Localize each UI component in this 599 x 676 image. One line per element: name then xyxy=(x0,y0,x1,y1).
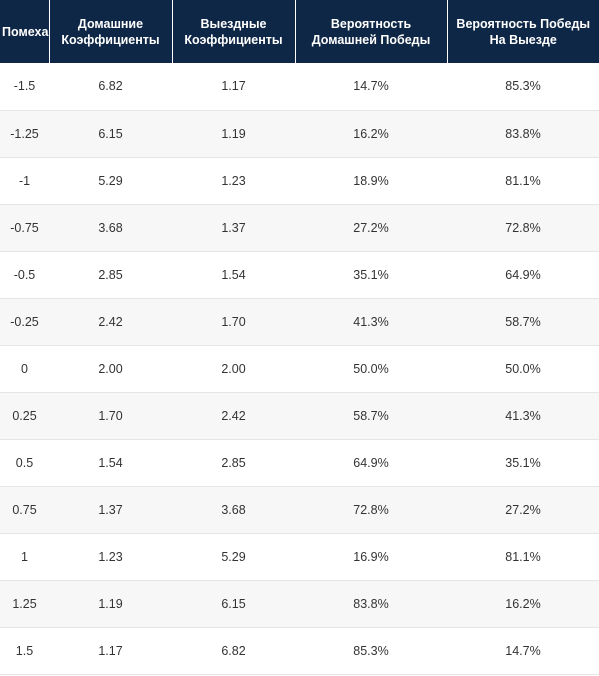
home-odds-cell: 5.29 xyxy=(49,157,172,205)
handicap-cell: 0.25 xyxy=(0,392,49,440)
home-odds-cell: 2.00 xyxy=(49,345,172,393)
away-win-probability-cell: 50.0% xyxy=(447,345,599,393)
table-row: 0.5 1.54 2.85 64.9% 35.1% xyxy=(0,439,599,487)
home-odds-cell: 2.42 xyxy=(49,298,172,346)
away-odds-cell: 1.17 xyxy=(172,63,295,111)
home-win-probability-cell: 18.9% xyxy=(295,157,447,205)
away-odds-cell: 3.68 xyxy=(172,486,295,534)
home-win-probability-cell: 16.2% xyxy=(295,110,447,158)
table-row: -0.25 2.42 1.70 41.3% 58.7% xyxy=(0,298,599,346)
away-win-probability-cell: 81.1% xyxy=(447,533,599,581)
table-row: -1.5 6.82 1.17 14.7% 85.3% xyxy=(0,63,599,111)
header-away-odds-label: Выездные Коэффициенты xyxy=(184,16,283,47)
away-odds-cell: 5.29 xyxy=(172,533,295,581)
table-row: -0.75 3.68 1.37 27.2% 72.8% xyxy=(0,204,599,252)
home-odds-cell: 1.19 xyxy=(49,580,172,628)
handicap-cell: 0.75 xyxy=(0,486,49,534)
home-win-probability-cell: 72.8% xyxy=(295,486,447,534)
table-row: 1.5 1.17 6.82 85.3% 14.7% xyxy=(0,627,599,675)
away-odds-cell: 1.37 xyxy=(172,204,295,252)
away-odds-cell: 2.85 xyxy=(172,439,295,487)
header-handicap-label: Помеха xyxy=(2,24,49,39)
table-row: -0.5 2.85 1.54 35.1% 64.9% xyxy=(0,251,599,299)
home-odds-cell: 6.82 xyxy=(49,63,172,111)
table-row: 1 1.23 5.29 16.9% 81.1% xyxy=(0,533,599,581)
handicap-cell: -0.25 xyxy=(0,298,49,346)
home-odds-cell: 3.68 xyxy=(49,204,172,252)
home-win-probability-cell: 27.2% xyxy=(295,204,447,252)
away-win-probability-cell: 27.2% xyxy=(447,486,599,534)
away-win-probability-cell: 14.7% xyxy=(447,627,599,675)
table-row: -1.25 6.15 1.19 16.2% 83.8% xyxy=(0,110,599,158)
away-win-probability-cell: 35.1% xyxy=(447,439,599,487)
home-odds-cell: 2.85 xyxy=(49,251,172,299)
home-win-probability-cell: 35.1% xyxy=(295,251,447,299)
away-win-probability-cell: 85.3% xyxy=(447,63,599,111)
table-row: 1.25 1.19 6.15 83.8% 16.2% xyxy=(0,580,599,628)
away-win-probability-cell: 16.2% xyxy=(447,580,599,628)
away-win-probability-cell: 83.8% xyxy=(447,110,599,158)
header-home-win-probability-label: Вероятность Домашней Победы xyxy=(311,16,431,47)
handicap-cell: 1.25 xyxy=(0,580,49,628)
table-row: 0 2.00 2.00 50.0% 50.0% xyxy=(0,345,599,393)
handicap-cell: 1.5 xyxy=(0,627,49,675)
home-odds-cell: 1.23 xyxy=(49,533,172,581)
home-odds-cell: 1.54 xyxy=(49,439,172,487)
handicap-cell: -0.5 xyxy=(0,251,49,299)
table-header: Помеха Домашние Коэффициенты Выездные Ко… xyxy=(0,0,599,63)
handicap-cell: -1.25 xyxy=(0,110,49,158)
away-odds-cell: 6.15 xyxy=(172,580,295,628)
home-odds-cell: 6.15 xyxy=(49,110,172,158)
away-odds-cell: 1.70 xyxy=(172,298,295,346)
away-win-probability-cell: 41.3% xyxy=(447,392,599,440)
home-odds-cell: 1.70 xyxy=(49,392,172,440)
away-win-probability-cell: 58.7% xyxy=(447,298,599,346)
handicap-cell: -1.5 xyxy=(0,63,49,111)
header-away-odds: Выездные Коэффициенты xyxy=(172,0,296,63)
header-handicap: Помеха xyxy=(0,0,50,63)
home-win-probability-cell: 41.3% xyxy=(295,298,447,346)
away-win-probability-cell: 72.8% xyxy=(447,204,599,252)
handicap-cell: 0 xyxy=(0,345,49,393)
header-home-odds: Домашние Коэффициенты xyxy=(49,0,173,63)
table-body: -1.5 6.82 1.17 14.7% 85.3% -1.25 6.15 1.19 16.2%… xyxy=(0,63,599,675)
table-row: -1 5.29 1.23 18.9% 81.1% xyxy=(0,157,599,205)
away-odds-cell: 1.54 xyxy=(172,251,295,299)
header-home-win-probability: Вероятность Домашней Победы xyxy=(295,0,448,63)
home-win-probability-cell: 85.3% xyxy=(295,627,447,675)
header-row: Помеха Домашние Коэффициенты Выездные Ко… xyxy=(0,0,599,63)
handicap-cell: -0.75 xyxy=(0,204,49,252)
home-odds-cell: 1.17 xyxy=(49,627,172,675)
away-odds-cell: 6.82 xyxy=(172,627,295,675)
handicap-cell: 0.5 xyxy=(0,439,49,487)
away-odds-cell: 2.00 xyxy=(172,345,295,393)
away-win-probability-cell: 64.9% xyxy=(447,251,599,299)
handicap-cell: 1 xyxy=(0,533,49,581)
away-odds-cell: 2.42 xyxy=(172,392,295,440)
handicap-cell: -1 xyxy=(0,157,49,205)
home-odds-cell: 1.37 xyxy=(49,486,172,534)
home-win-probability-cell: 64.9% xyxy=(295,439,447,487)
away-win-probability-cell: 81.1% xyxy=(447,157,599,205)
away-odds-cell: 1.23 xyxy=(172,157,295,205)
home-win-probability-cell: 50.0% xyxy=(295,345,447,393)
away-odds-cell: 1.19 xyxy=(172,110,295,158)
table-row: 0.75 1.37 3.68 72.8% 27.2% xyxy=(0,486,599,534)
home-win-probability-cell: 14.7% xyxy=(295,63,447,111)
home-win-probability-cell: 83.8% xyxy=(295,580,447,628)
home-win-probability-cell: 16.9% xyxy=(295,533,447,581)
home-win-probability-cell: 58.7% xyxy=(295,392,447,440)
header-home-odds-label: Домашние Коэффициенты xyxy=(61,16,160,47)
header-away-win-probability: Вероятность Победы На Выезде xyxy=(447,0,599,63)
header-away-win-probability-label: Вероятность Победы На Выезде xyxy=(456,16,591,47)
table-row: 0.25 1.70 2.42 58.7% 41.3% xyxy=(0,392,599,440)
